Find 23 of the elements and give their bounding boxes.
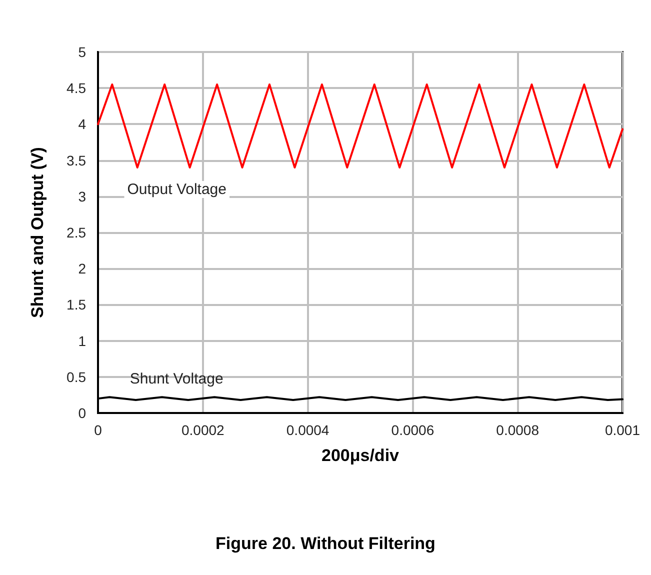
y-tick-label: 5 (78, 44, 86, 60)
y-tick-label: 2.5 (66, 224, 86, 240)
text: Figure 20. Without Filtering (216, 534, 436, 553)
x-tick-label: 0.001 (604, 422, 640, 438)
y-tick-label: 0 (78, 405, 86, 421)
series-label: Output Voltage (127, 181, 226, 198)
y-tick-label: 1 (78, 332, 86, 349)
line-series (97, 83, 624, 169)
x-tick-label: 0.0008 (496, 422, 540, 438)
y-tick-label: 2 (78, 260, 86, 277)
x-axis-title: 200μs/div (321, 446, 400, 465)
y-tick-label: 4 (78, 116, 86, 132)
x-tick-label: 0.0002 (181, 422, 225, 438)
y-tick-label: 3 (78, 188, 86, 204)
y-tick-label: 1.5 (66, 296, 86, 313)
series-label: Shunt Voltage (130, 370, 224, 388)
x-tick-label: 0.0006 (391, 422, 434, 438)
y-axis-title: Shunt and Output (V) (28, 147, 47, 318)
x-tick-label: 0.0004 (286, 422, 330, 438)
y-tick-label: 4.5 (66, 80, 86, 96)
y-tick-label: 0.5 (66, 368, 86, 385)
x-tick-label: 0 (94, 422, 102, 438)
y-tick-label: 3.5 (66, 152, 86, 168)
